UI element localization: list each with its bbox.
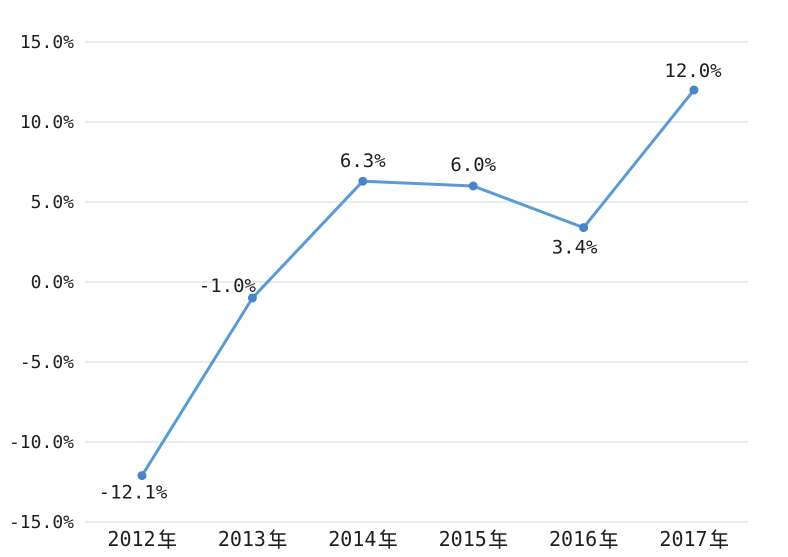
y-tick-label: -5.0% xyxy=(20,352,74,373)
x-tick-label: 2012 xyxy=(107,527,176,551)
x-tick-label-digits: 2015 xyxy=(439,527,487,551)
nian-year-glyph xyxy=(599,529,618,549)
data-point xyxy=(247,293,257,303)
y-tick-label: -15.0% xyxy=(9,512,74,533)
data-label: 6.0% xyxy=(450,154,496,176)
x-tick-label: 2017 xyxy=(659,527,728,551)
nian-year-glyph xyxy=(268,529,287,549)
nian-year-glyph-path xyxy=(157,529,176,549)
y-axis-labels: 15.0% 10.0% 5.0% 0.0% -5.0% -10.0% -15.0% xyxy=(9,32,74,533)
data-point xyxy=(468,181,478,191)
nian-year-glyph-path xyxy=(268,529,287,549)
y-tick-label: 15.0% xyxy=(20,32,74,53)
x-tick-label-digits: 2013 xyxy=(218,527,266,551)
data-point xyxy=(689,85,699,95)
x-tick-label-digits: 2012 xyxy=(107,527,155,551)
x-tick-label-digits: 2014 xyxy=(328,527,376,551)
y-tick-label: 10.0% xyxy=(20,112,74,133)
data-label: 12.0% xyxy=(664,60,722,82)
x-tick-label: 2014 xyxy=(328,527,397,551)
x-tick-label: 2013 xyxy=(218,527,287,551)
data-label: -12.1% xyxy=(99,482,168,504)
nian-year-glyph xyxy=(709,529,728,549)
nian-year-glyph-path xyxy=(378,529,397,549)
data-labels: -12.1% -1.0% 6.3% 6.0% 3.4% 12.0% xyxy=(99,60,722,504)
y-tick-label: 0.0% xyxy=(31,272,75,293)
data-label: 6.3% xyxy=(340,150,386,172)
y-tick-label: -10.0% xyxy=(9,432,74,453)
data-label: 3.4% xyxy=(552,237,598,259)
nian-year-glyph xyxy=(157,529,176,549)
data-series-line xyxy=(140,88,696,478)
nian-year-glyph xyxy=(378,529,397,549)
x-tick-label: 2016 xyxy=(549,527,618,551)
nian-year-glyph-path xyxy=(489,529,508,549)
data-label: -1.0% xyxy=(199,275,257,297)
data-point-markers xyxy=(137,85,699,481)
x-axis-labels: 2012 2013 2014 2015 2016 2017 xyxy=(107,527,728,551)
data-point xyxy=(579,223,589,233)
gridlines xyxy=(85,41,748,523)
x-tick-label-digits: 2016 xyxy=(549,527,597,551)
series-line xyxy=(140,88,696,478)
nian-year-glyph xyxy=(489,529,508,549)
x-tick-label-digits: 2017 xyxy=(659,527,707,551)
x-tick-label: 2015 xyxy=(439,527,508,551)
nian-year-glyph-path xyxy=(599,529,618,549)
nian-year-glyph-path xyxy=(709,529,728,549)
data-point xyxy=(358,176,368,186)
y-tick-label: 5.0% xyxy=(31,192,75,213)
data-point xyxy=(137,471,147,481)
